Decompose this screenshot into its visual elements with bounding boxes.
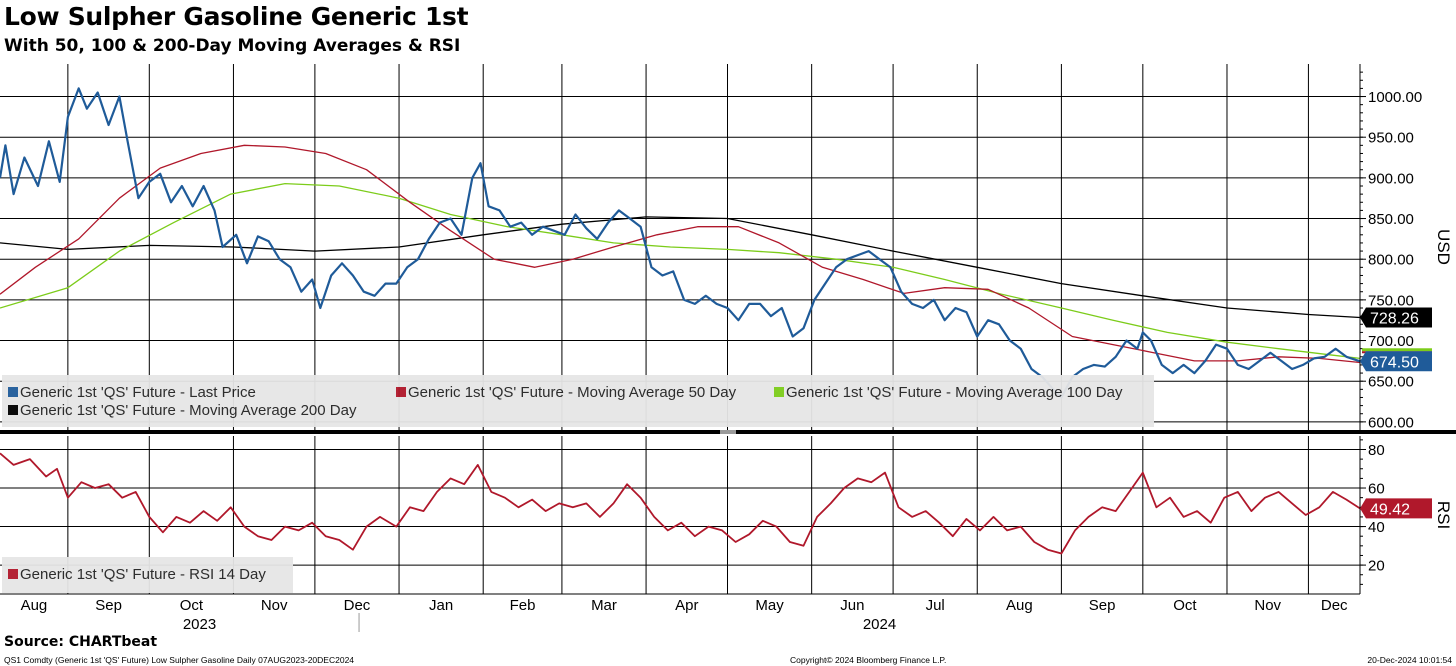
- chart-title: Low Sulpher Gasoline Generic 1st: [4, 2, 469, 31]
- series-ma50-line: [0, 144, 1360, 364]
- x-tick-label: Feb: [510, 597, 536, 614]
- legend-swatch-last-price: [8, 387, 18, 397]
- last-value-ma200-box: [1360, 307, 1432, 328]
- x-tick-label: Dec: [344, 597, 371, 614]
- legend-label-rsi: Generic 1st 'QS' Future - RSI 14 Day: [20, 566, 266, 583]
- last-value-ma200-text: 728.26: [1370, 311, 1419, 328]
- legend-label-ma200: Generic 1st 'QS' Future - Moving Average…: [20, 402, 357, 419]
- x-tick-label: Mar: [591, 597, 617, 614]
- legend-swatch-ma100: [774, 387, 784, 397]
- x-tick-label: Nov: [261, 597, 288, 614]
- y-tick-label: 20: [1368, 558, 1385, 575]
- x-tick-label: Jan: [429, 597, 453, 614]
- series-ma100-line: [0, 182, 1360, 360]
- y-tick-label: 1000.00: [1368, 89, 1422, 106]
- last-value-price-box: [1360, 351, 1432, 372]
- x-tick-label: Jul: [926, 597, 945, 614]
- legend-item-rsi: Generic 1st 'QS' Future - RSI 14 Day: [8, 566, 266, 583]
- y-tick-label: 900.00: [1368, 170, 1414, 187]
- footer-timestamp: 20-Dec-2024 10:01:54: [1367, 655, 1452, 665]
- source-label: Source: CHARTbeat: [4, 634, 158, 650]
- footer-ticker-info: QS1 Comdty (Generic 1st 'QS' Future) Low…: [4, 655, 355, 665]
- legend-item-ma50: Generic 1st 'QS' Future - Moving Average…: [396, 384, 736, 401]
- y-tick-label: 60: [1368, 481, 1385, 498]
- y-tick-label: 600.00: [1368, 414, 1414, 431]
- rsi-legend: Generic 1st 'QS' Future - RSI 14 Day: [2, 557, 293, 593]
- legend-item-ma100: Generic 1st 'QS' Future - Moving Average…: [774, 384, 1122, 401]
- x-tick-label: Aug: [21, 597, 48, 614]
- legend-item-last-price: Generic 1st 'QS' Future - Last Price: [8, 384, 256, 401]
- x-tick-label: Apr: [675, 597, 698, 614]
- x-tick-label: Nov: [1254, 597, 1281, 614]
- panel-splitter-handle: [720, 430, 736, 434]
- y-tick-label: 850.00: [1368, 211, 1414, 228]
- y-tick-label: 750.00: [1368, 292, 1414, 309]
- last-value-labels: 728.26 674.50 49.42: [1360, 307, 1432, 519]
- legend-label-ma100: Generic 1st 'QS' Future - Moving Average…: [786, 384, 1123, 401]
- series-ma200-line: [0, 216, 1360, 319]
- x-tick-label: Jun: [840, 597, 864, 614]
- chart-subtitle: With 50, 100 & 200-Day Moving Averages &…: [4, 36, 461, 56]
- last-value-price: 674.50: [1360, 351, 1432, 372]
- footer-copyright: Copyright© 2024 Bloomberg Finance L.P.: [790, 655, 947, 665]
- legend-label-last-price: Generic 1st 'QS' Future - Last Price: [20, 384, 256, 401]
- x-year-label: 2023: [183, 616, 216, 633]
- y-tick-label: 40: [1368, 519, 1385, 536]
- legend-item-ma200: Generic 1st 'QS' Future - Moving Average…: [8, 402, 356, 419]
- x-tick-label: Sep: [95, 597, 122, 614]
- x-tick-label: Dec: [1321, 597, 1348, 614]
- y-axis-title-rsi: RSI: [1434, 501, 1453, 529]
- legend-swatch-ma50: [396, 387, 406, 397]
- last-value-rsi: 49.42: [1360, 498, 1432, 519]
- y-tick-label: 700.00: [1368, 333, 1414, 350]
- x-tick-label: Oct: [1173, 597, 1197, 614]
- last-value-ma200: 728.26: [1360, 307, 1432, 328]
- x-year-label: 2024: [863, 616, 896, 633]
- y-tick-label: 650.00: [1368, 374, 1414, 391]
- price-legend: Generic 1st 'QS' Future - Last Price Gen…: [2, 375, 1154, 427]
- series-last-price-line: [0, 87, 1360, 399]
- y-tick-label: 80: [1368, 442, 1385, 459]
- y-tick-label: 800.00: [1368, 252, 1414, 269]
- axes: 1000.00 950.00 900.00 850.00 800.00 750.00 700…: [0, 64, 1456, 633]
- ma100-marker: [1362, 348, 1432, 352]
- grid-lines: [0, 64, 1360, 594]
- last-value-rsi-text: 49.42: [1370, 501, 1410, 518]
- legend-swatch-ma200: [8, 405, 18, 415]
- last-value-price-text: 674.50: [1370, 354, 1419, 371]
- series-rsi-line: [0, 452, 1360, 555]
- x-tick-label: Sep: [1089, 597, 1116, 614]
- y-tick-label: 950.00: [1368, 130, 1414, 147]
- last-value-rsi-box: [1360, 498, 1432, 519]
- x-tick-label: May: [755, 597, 784, 614]
- x-tick-label: Aug: [1006, 597, 1033, 614]
- series-lines: [0, 87, 1360, 555]
- legend-swatch-rsi: [8, 569, 18, 579]
- legend-label-ma50: Generic 1st 'QS' Future - Moving Average…: [408, 384, 737, 401]
- x-tick-label: Oct: [180, 597, 204, 614]
- y-axis-title-usd: USD: [1434, 229, 1453, 265]
